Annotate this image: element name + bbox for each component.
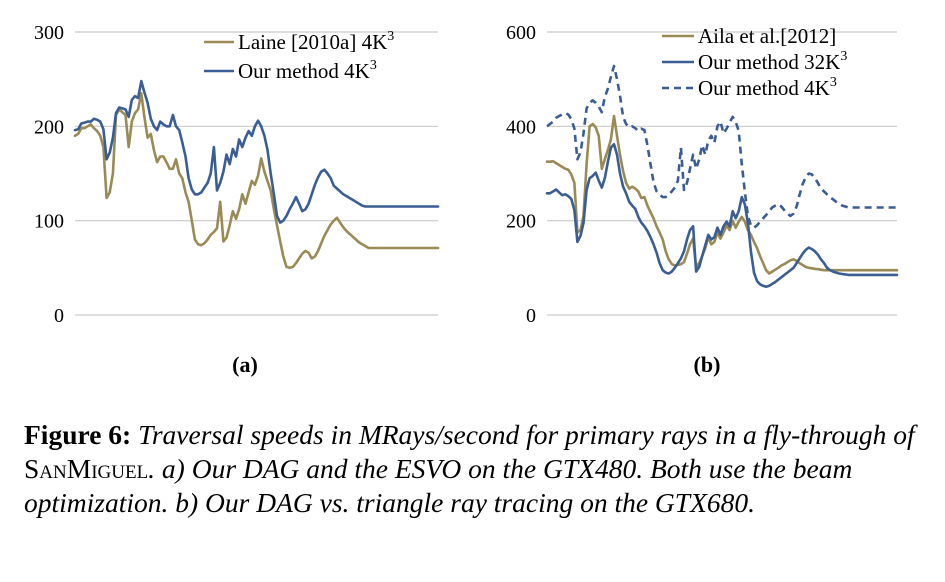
y-tick-label-b-1: 200 xyxy=(506,211,536,233)
caption-lead: Figure 6: xyxy=(24,419,132,450)
series-line-b-2 xyxy=(546,64,897,229)
caption-body: Traversal speeds in MRays/second for pri… xyxy=(24,419,915,518)
y-tick-label-a-0: 0 xyxy=(54,305,64,327)
y-tick-label-b-0: 0 xyxy=(526,305,536,327)
caption-part2: . a) Our DAG and the ESVO on the GTX480.… xyxy=(24,453,853,518)
caption-part1: Traversal speeds in MRays/second for pri… xyxy=(138,419,915,450)
panel-label-b: (b) xyxy=(693,352,721,377)
panel-label-a: (a) xyxy=(232,352,258,377)
y-tick-label-a-2: 200 xyxy=(34,116,64,138)
y-tick-label-a-3: 300 xyxy=(34,22,64,44)
series-line-a-0 xyxy=(73,92,440,270)
figure-caption: Figure 6: Traversal speeds in MRays/seco… xyxy=(24,418,929,520)
series-line-b-1 xyxy=(545,143,899,289)
legend-label-b-1: Our method 32K3 xyxy=(698,49,847,74)
legend-label-a-0: Laine [2010a] 4K3 xyxy=(238,29,394,54)
y-tick-label-b-3: 600 xyxy=(506,22,536,44)
legend-label-b-2: Our method 4K3 xyxy=(698,75,837,100)
chart-a: 0 100 200 300 Laine [2010a] 4K3 Our method 4K… xyxy=(34,22,440,327)
chart-b: 0 200 400 600 Aila et al.[2012]Our method 32… xyxy=(506,22,899,327)
legend-label-a-1: Our method 4K3 xyxy=(238,58,377,83)
caption-smallcaps: SanMiguel xyxy=(24,453,149,484)
y-tick-label-b-2: 400 xyxy=(506,116,536,138)
series-line-a-1 xyxy=(73,79,440,224)
series-line-b-0 xyxy=(545,114,899,275)
legend-label-b-0: Aila et al.[2012] xyxy=(698,24,836,48)
y-tick-label-a-1: 100 xyxy=(34,211,64,233)
